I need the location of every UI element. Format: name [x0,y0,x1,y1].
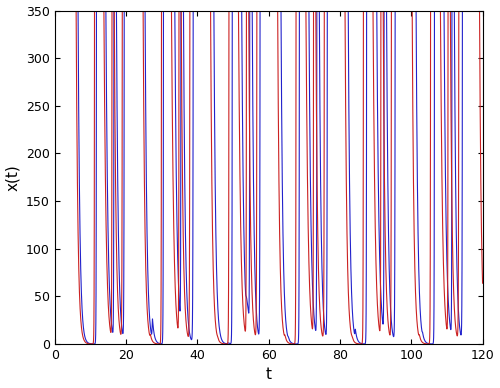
Y-axis label: x(t): x(t) [6,164,20,191]
X-axis label: t: t [266,367,272,383]
